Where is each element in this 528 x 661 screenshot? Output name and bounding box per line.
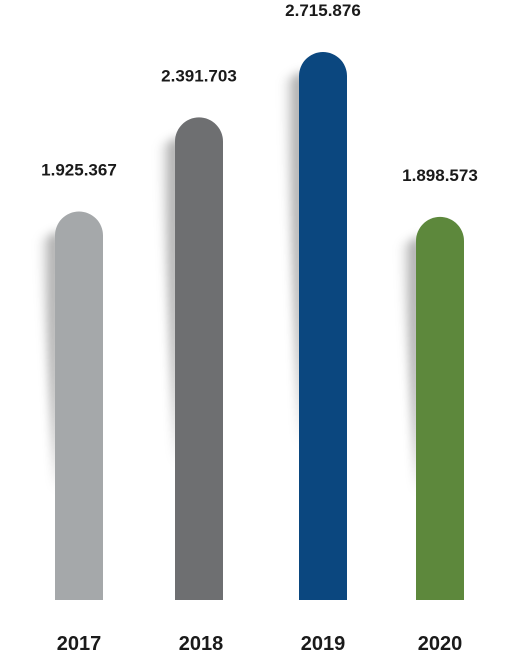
value-label-2018: 2.391.703 <box>161 66 237 85</box>
bars <box>55 52 464 601</box>
bar-2017 <box>55 211 103 600</box>
value-label-2019: 2.715.876 <box>285 1 361 20</box>
value-labels: 1.925.367 2.391.703 2.715.876 1.898.573 <box>41 1 478 185</box>
bar-2018 <box>175 117 223 601</box>
value-label-2020: 1.898.573 <box>402 166 478 185</box>
bar-shadows <box>39 72 420 493</box>
category-label-2018: 2018 <box>179 633 224 655</box>
category-label-2019: 2019 <box>301 633 346 655</box>
bar-shadow-2020 <box>400 236 420 493</box>
bar-shadow-2018 <box>159 137 179 465</box>
category-labels: 2017 2018 2019 2020 <box>57 633 463 655</box>
category-label-2020: 2020 <box>418 633 463 655</box>
bar-2020 <box>416 216 464 601</box>
value-label-2017: 1.925.367 <box>41 161 117 180</box>
bar-2019 <box>299 52 347 600</box>
bar-shadow-2019 <box>283 72 303 447</box>
category-label-2017: 2017 <box>57 633 102 655</box>
bar-shadow-2017 <box>39 231 59 492</box>
